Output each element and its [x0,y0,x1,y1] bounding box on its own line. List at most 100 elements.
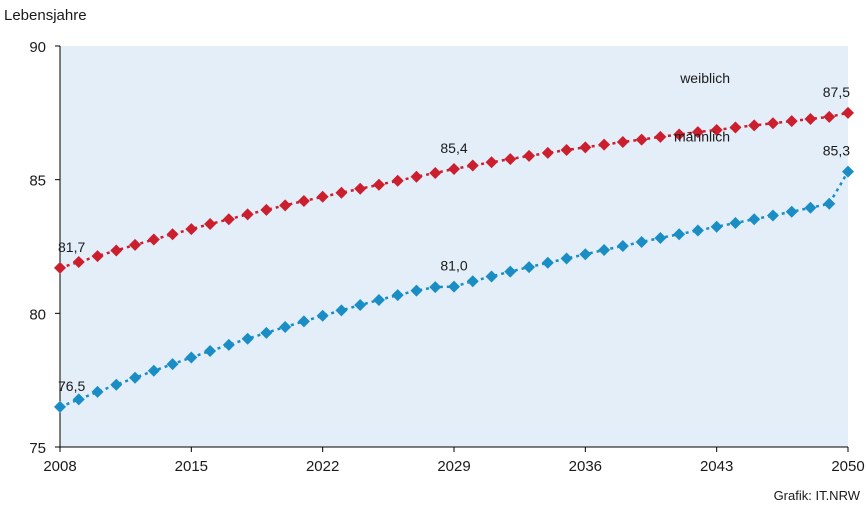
series-weiblich: weiblich [54,70,854,274]
data-point-diamond [823,197,836,210]
data-value-label: 85,3 [823,143,850,159]
data-point-diamond [279,199,292,212]
data-point-diamond [391,289,404,302]
data-point-diamond [673,228,686,241]
data-point-diamond [166,358,179,371]
data-point-diamond [804,201,817,214]
data-value-label: 81,7 [58,239,85,255]
x-tick-label: 2050 [831,458,864,475]
data-point-diamond [110,244,123,257]
data-point-diamond [372,178,385,191]
data-point-diamond [504,265,517,278]
data-value-label: 81,0 [440,258,467,274]
x-tick-label: 2029 [437,458,470,475]
data-point-diamond [541,146,554,159]
data-point-diamond [297,315,310,328]
data-point-diamond [748,119,761,132]
data-point-diamond [785,115,798,128]
y-tick-label: 85 [29,173,46,190]
data-point-diamond [147,364,160,377]
data-point-diamond [260,326,273,339]
data-point-diamond [91,250,104,263]
data-point-diamond [185,223,198,236]
series-männlich: männlich [54,129,854,413]
x-tick-label: 2015 [175,458,208,475]
data-point-diamond [241,332,254,345]
data-point-diamond [372,293,385,306]
data-point-diamond [710,123,723,136]
data-point-diamond [729,216,742,229]
series-layer: weiblich männlich [54,70,854,413]
data-point-diamond [354,182,367,195]
y-axis: 75 80 85 90 [29,39,61,457]
data-point-diamond [316,309,329,322]
data-point-diamond [410,284,423,297]
data-point-diamond [635,133,648,146]
data-point-diamond [523,261,536,274]
data-point-diamond [504,153,517,166]
data-value-label: 85,4 [440,140,467,156]
data-point-diamond [448,162,460,175]
data-point-diamond [654,130,667,143]
data-point-diamond [560,143,573,156]
plot-area [60,46,848,447]
data-point-diamond [804,112,817,125]
data-value-label: 87,5 [823,84,850,100]
data-point-diamond [842,165,854,178]
data-point-diamond [241,208,254,221]
data-point-diamond [166,228,179,241]
data-point-diamond [691,126,704,139]
data-point-diamond [654,231,667,244]
data-point-diamond [335,304,348,317]
data-point-diamond [260,203,273,216]
data-point-diamond [110,378,123,391]
x-axis: 2008 2015 2022 2029 2036 2043 2050 [43,446,865,475]
x-tick-label: 2043 [700,458,733,475]
data-point-diamond [541,256,554,269]
data-point-diamond [147,233,160,246]
data-value-label: 76,5 [58,378,85,394]
data-point-diamond [598,243,611,256]
data-point-diamond [316,190,329,203]
data-point-diamond [54,400,66,413]
data-point-diamond [523,149,536,162]
data-point-diamond [766,117,779,130]
data-point-diamond [560,252,573,265]
data-point-diamond [729,121,742,134]
data-point-diamond [673,128,686,141]
data-point-diamond [129,238,142,251]
data-point-diamond [598,138,611,151]
data-point-diamond [204,345,217,358]
data-point-diamond [579,141,592,154]
y-tick-label: 75 [29,440,46,457]
data-point-diamond [466,275,479,288]
data-point-diamond [72,256,85,269]
data-point-diamond [91,385,104,398]
data-point-diamond [766,209,779,222]
x-tick-label: 2022 [306,458,339,475]
data-point-diamond [297,195,310,208]
data-point-diamond [279,320,292,333]
data-point-diamond [842,106,854,119]
data-point-diamond [823,110,836,123]
data-point-diamond [429,166,442,179]
x-tick-label: 2036 [569,458,602,475]
series-name-label: männlich [674,129,730,145]
data-point-diamond [204,218,217,231]
data-point-diamond [691,224,704,237]
data-point-diamond [785,205,798,218]
data-point-diamond [485,270,498,283]
data-point-diamond [54,261,66,274]
data-point-diamond [485,156,498,169]
data-point-diamond [748,213,761,226]
data-point-diamond [222,213,235,226]
data-point-diamond [579,248,592,261]
y-tick-label: 80 [29,306,46,323]
data-point-diamond [635,235,648,248]
source-note: Grafik: IT.NRW [774,488,861,503]
data-point-diamond [335,186,348,199]
data-point-diamond [185,351,198,364]
x-tick-label: 2008 [43,458,76,475]
data-point-diamond [466,159,479,172]
